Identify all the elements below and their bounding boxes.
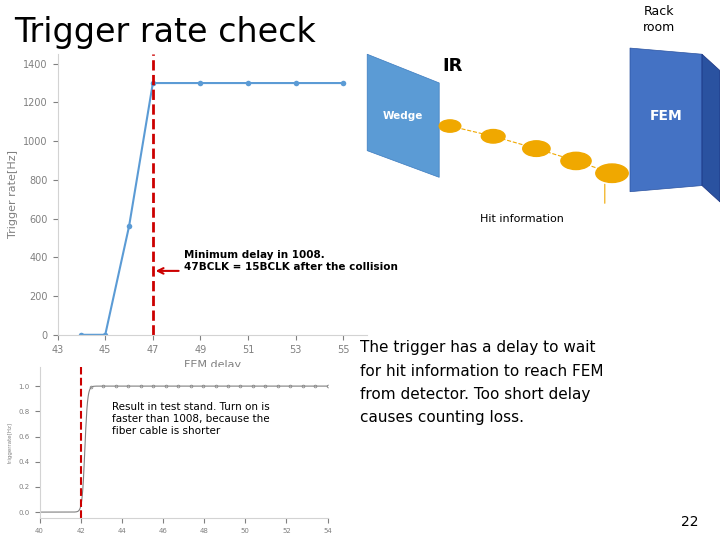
Circle shape (596, 164, 628, 183)
Polygon shape (367, 54, 439, 177)
Y-axis label: triggerrate[Hz]: triggerrate[Hz] (8, 422, 13, 463)
Polygon shape (702, 54, 720, 202)
Text: Wedge: Wedge (383, 111, 423, 121)
Y-axis label: Trigger rate[Hz]: Trigger rate[Hz] (8, 151, 18, 238)
Text: The trigger has a delay to wait
for hit information to reach FEM
from detector. : The trigger has a delay to wait for hit … (360, 340, 603, 426)
Polygon shape (630, 48, 702, 192)
Text: Result in test stand. Turn on is
faster than 1008, because the
fiber cable is sh: Result in test stand. Turn on is faster … (112, 402, 269, 435)
Text: FEM: FEM (649, 109, 683, 123)
Circle shape (481, 130, 505, 143)
Circle shape (523, 141, 550, 157)
Text: IR: IR (443, 57, 463, 75)
X-axis label: FEM delay: FEM delay (184, 360, 241, 370)
Text: 22: 22 (681, 515, 698, 529)
Text: Trigger rate check: Trigger rate check (14, 16, 316, 49)
Circle shape (439, 120, 461, 132)
Text: Hit information: Hit information (480, 214, 564, 224)
Text: Minimum delay in 1008.
47BCLK = 15BCLK after the collision: Minimum delay in 1008. 47BCLK = 15BCLK a… (184, 251, 397, 272)
Circle shape (561, 152, 591, 170)
Text: Rack
room: Rack room (643, 5, 675, 35)
